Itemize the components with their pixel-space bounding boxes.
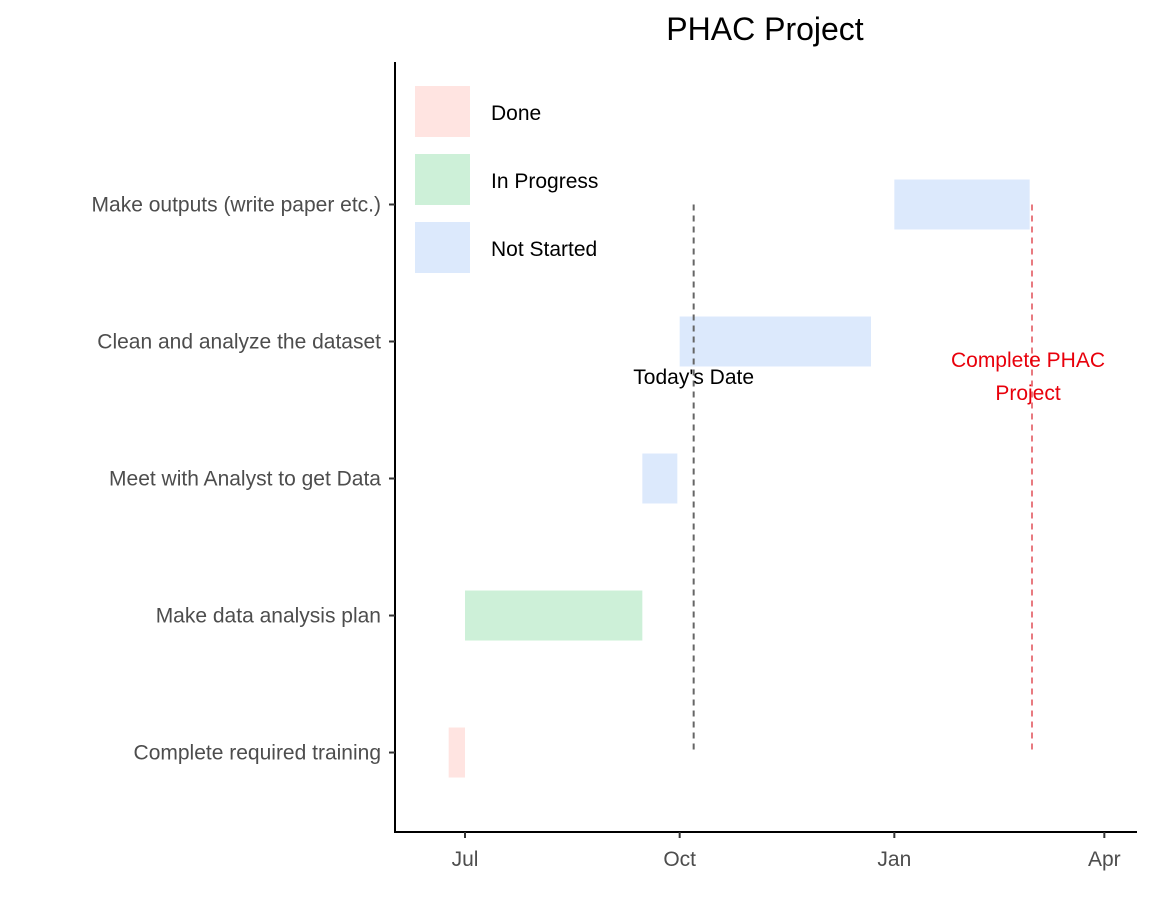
task-bar — [449, 728, 465, 778]
task-bar — [894, 179, 1029, 229]
annotation-label: Complete PHAC — [951, 349, 1105, 372]
y-tick-label: Meet with Analyst to get Data — [109, 468, 381, 491]
x-tick-label: Oct — [663, 848, 696, 871]
legend-swatch — [415, 86, 470, 137]
x-tick-label: Apr — [1088, 848, 1121, 871]
x-tick-label: Jan — [877, 848, 911, 871]
legend-swatch — [415, 154, 470, 205]
y-tick-label: Complete required training — [134, 742, 381, 765]
x-tick-label: Jul — [452, 848, 479, 871]
legend-swatch — [415, 222, 470, 273]
task-bar — [642, 454, 677, 504]
annotation-label: Today's Date — [633, 366, 754, 389]
legend-label: Done — [491, 102, 541, 125]
y-tick-label: Clean and analyze the dataset — [97, 331, 381, 354]
legend-label: Not Started — [491, 238, 597, 261]
legend-label: In Progress — [491, 170, 598, 193]
y-tick-label: Make data analysis plan — [156, 605, 381, 628]
task-bar — [465, 591, 642, 641]
task-bar — [680, 317, 871, 367]
chart-title: PHAC Project — [666, 11, 864, 47]
annotation-label: Project — [995, 382, 1061, 405]
y-tick-label: Make outputs (write paper etc.) — [92, 193, 381, 216]
